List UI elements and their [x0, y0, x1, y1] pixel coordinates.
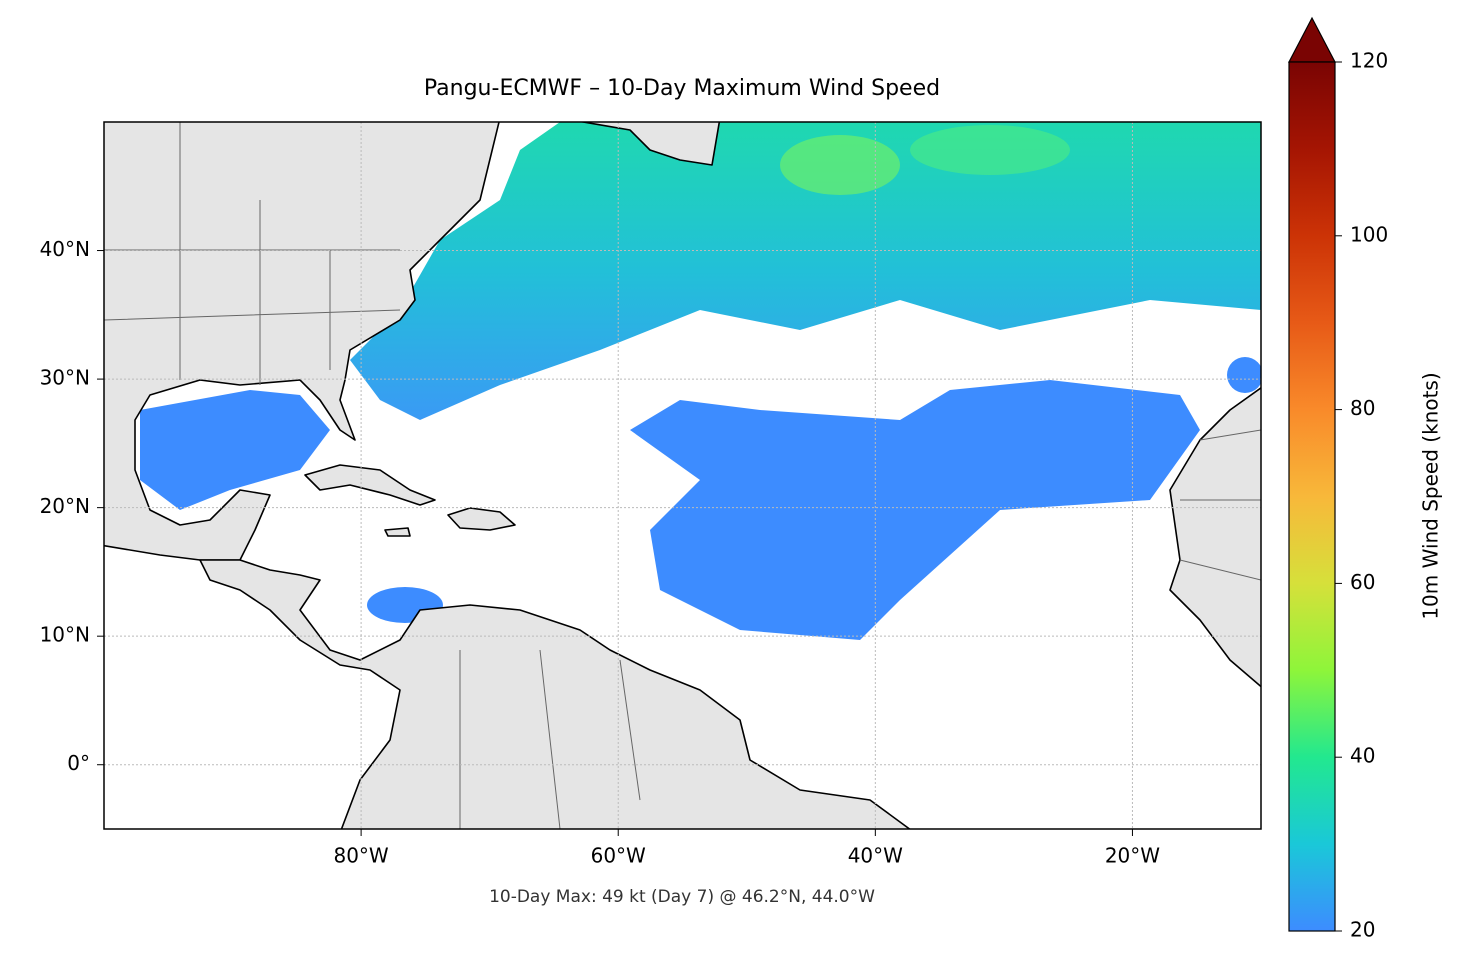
jamaica	[384, 527, 411, 537]
colorbar-tick-label: 100	[1350, 222, 1388, 246]
y-tick-label: 0°	[67, 751, 90, 775]
africa	[1169, 386, 1261, 688]
colorbar-tick-label: 80	[1350, 396, 1375, 420]
colorbar-tick-label: 60	[1350, 570, 1375, 594]
wind-east	[1227, 357, 1261, 393]
x-tick-label: 60°W	[591, 844, 646, 868]
y-tick-label: 30°N	[40, 366, 90, 390]
colorbar-label: 10m Wind Speed (knots)	[1419, 372, 1443, 619]
annotation: 10-Day Max: 49 kt (Day 7) @ 46.2°N, 44.0…	[489, 887, 875, 907]
y-tick-label: 10°N	[40, 623, 90, 647]
x-tick-label: 40°W	[848, 844, 903, 868]
y-tick-label: 20°N	[40, 494, 90, 518]
grid	[104, 122, 1261, 829]
newfoundland	[578, 122, 721, 166]
north-america	[104, 122, 500, 561]
colorbar-tick-label: 40	[1350, 744, 1375, 768]
colorbar-extend	[1288, 16, 1336, 63]
wind-field-north	[350, 122, 1261, 420]
map-area	[104, 122, 1261, 829]
wind-high	[910, 125, 1070, 175]
y-tick-label: 40°N	[40, 237, 90, 261]
chart-title: Pangu-ECMWF – 10-Day Maximum Wind Speed	[424, 76, 940, 101]
colorbar	[1288, 61, 1336, 932]
south-america	[199, 559, 911, 829]
colorbar-tick-label: 120	[1350, 49, 1388, 73]
wind-max	[780, 135, 900, 195]
x-tick-label: 80°W	[333, 844, 388, 868]
cuba	[304, 464, 436, 506]
axes-frame	[103, 121, 1262, 830]
wind-field-subtropical	[630, 380, 1200, 640]
wind-field-gulf	[140, 390, 330, 510]
colorbar-tick-label: 20	[1350, 918, 1375, 942]
x-tick-label: 20°W	[1105, 844, 1160, 868]
